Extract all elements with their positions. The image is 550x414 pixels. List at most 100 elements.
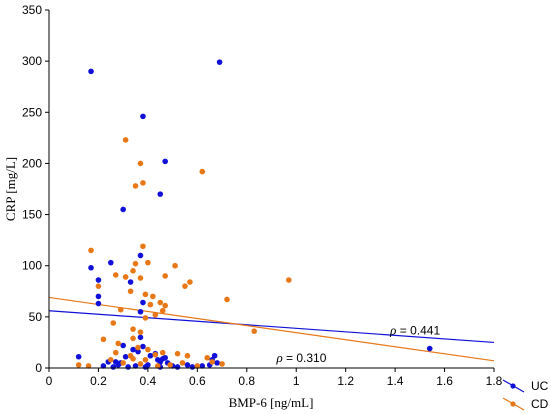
point-cd — [140, 243, 146, 250]
point-uc — [137, 334, 144, 341]
y-tick-label: 300 — [22, 54, 42, 68]
point-uc — [110, 364, 117, 370]
trendline-cd — [48, 296, 495, 362]
rho-symbol: ρ — [389, 322, 396, 337]
point-cd — [95, 283, 102, 289]
point-cd — [132, 260, 139, 267]
y-tick-label: 150 — [22, 208, 42, 222]
point-cd — [162, 273, 168, 279]
ticks: 0 0.2 0.4 0.6 0.8 1 1.2 1.4 1.6 1.8 0 50 100 150 200 25… — [22, 3, 503, 388]
point-uc — [95, 277, 102, 283]
point-cd — [142, 315, 149, 321]
legend-marker — [510, 401, 516, 407]
point-uc — [140, 343, 146, 350]
point-cd — [157, 299, 164, 306]
point-cd — [184, 352, 191, 359]
point-uc — [199, 363, 206, 369]
x-tick-label: 1.4 — [387, 374, 404, 388]
point-cd — [174, 350, 181, 357]
point-cd — [130, 268, 136, 274]
y-axis-title: CRP [mg/L] — [3, 157, 18, 221]
rho-value: = 0.441 — [396, 323, 440, 337]
y-tick-label: 100 — [22, 259, 42, 273]
point-uc — [95, 300, 102, 307]
rho-annotation: ρ = 0.441 — [389, 322, 440, 337]
point-cd — [140, 180, 146, 186]
point-cd — [142, 357, 149, 363]
data-points — [75, 59, 433, 370]
x-tick-label: 0.2 — [90, 374, 107, 388]
point-cd — [130, 335, 136, 342]
legend-label: CD — [531, 397, 549, 411]
rho-annotation: ρ = 0.310 — [275, 350, 326, 365]
point-cd — [162, 302, 168, 309]
point-uc — [115, 362, 122, 368]
point-cd — [120, 360, 126, 366]
x-tick-label: 0.8 — [238, 374, 255, 388]
point-uc — [135, 348, 141, 355]
point-cd — [152, 312, 159, 318]
point-uc — [125, 364, 131, 370]
point-cd — [135, 344, 141, 351]
point-cd — [88, 247, 94, 254]
point-uc — [127, 279, 134, 285]
y-tick-label: 250 — [22, 105, 42, 119]
point-cd — [85, 363, 92, 369]
point-uc — [137, 252, 144, 259]
point-cd — [75, 362, 82, 368]
point-uc — [88, 68, 94, 75]
legend: UC CD — [502, 379, 549, 411]
rho-value: = 0.310 — [283, 351, 327, 365]
x-tick-label: 0.6 — [189, 374, 206, 388]
point-uc — [120, 342, 126, 349]
point-cd — [137, 329, 144, 336]
point-cd — [100, 336, 107, 343]
x-tick-label: 1.8 — [486, 374, 503, 388]
point-uc — [120, 206, 126, 213]
point-cd — [122, 274, 129, 280]
y-tick-label: 0 — [35, 361, 42, 375]
legend-item-cd: CD — [502, 397, 549, 411]
point-uc — [189, 364, 196, 370]
trendline-uc — [48, 310, 495, 344]
point-cd — [145, 346, 151, 353]
point-uc — [140, 113, 146, 120]
point-cd — [137, 361, 144, 367]
y-tick-label: 50 — [29, 310, 43, 324]
point-cd — [127, 352, 134, 359]
point-uc — [88, 264, 94, 271]
point-cd — [145, 259, 151, 266]
rho-symbol: ρ — [275, 350, 282, 365]
point-cd — [112, 272, 119, 278]
x-tick-label: 1.6 — [436, 374, 453, 388]
point-cd — [194, 363, 201, 369]
point-cd — [130, 326, 136, 332]
x-tick-label: 0.4 — [140, 374, 157, 388]
point-cd — [150, 293, 156, 300]
point-cd — [127, 288, 134, 295]
point-cd — [204, 354, 211, 361]
point-cd — [132, 183, 139, 189]
x-axis-title: BMP-6 [ng/mL] — [229, 395, 314, 410]
legend-item-uc: UC — [502, 379, 549, 393]
point-cd — [147, 301, 154, 308]
point-cd — [108, 357, 114, 363]
point-uc — [122, 353, 129, 360]
legend-label: UC — [531, 379, 549, 393]
point-cd — [110, 320, 117, 326]
y-tick-label: 350 — [22, 3, 42, 17]
point-uc — [184, 362, 191, 368]
trendlines — [48, 296, 495, 362]
point-uc — [147, 352, 154, 359]
point-uc — [132, 363, 139, 369]
point-uc — [140, 299, 146, 306]
point-cd — [117, 306, 124, 313]
point-uc — [75, 353, 82, 360]
y-tick-label: 200 — [22, 156, 42, 170]
point-cd — [159, 349, 166, 356]
x-tick-label: 0 — [46, 374, 53, 388]
point-uc — [162, 354, 168, 361]
point-cd — [209, 359, 215, 365]
